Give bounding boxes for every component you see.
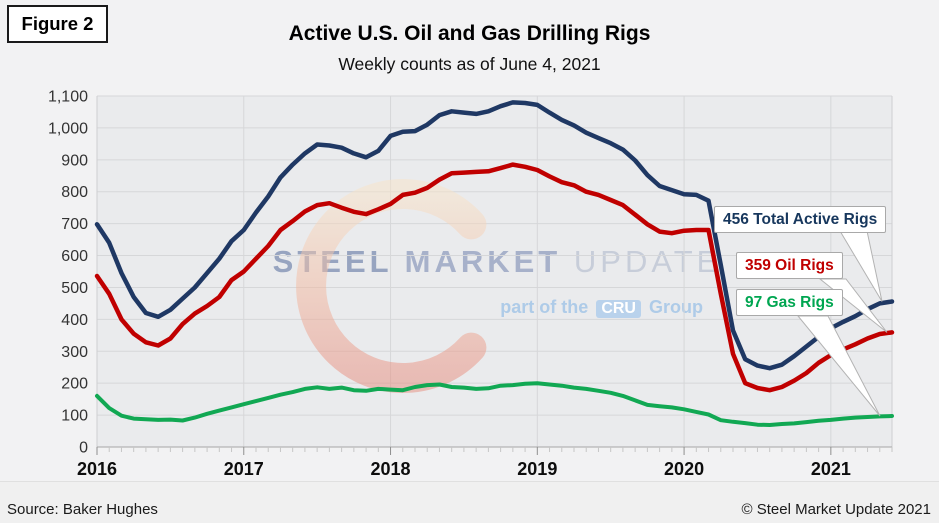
watermark-word-market: MARKET	[404, 244, 562, 279]
x-axis-tick-label: 2017	[224, 459, 264, 479]
y-axis-tick-label: 400	[61, 312, 88, 329]
watermark-word-update: UPDATE	[573, 244, 722, 279]
y-axis-tick-label: 700	[61, 216, 88, 233]
y-axis-tick-label: 100	[61, 408, 88, 425]
y-axis-tick-label: 800	[61, 184, 88, 201]
cru-logo-badge: CRU	[596, 300, 641, 318]
watermark-tagline: part of the CRU Group	[500, 297, 703, 318]
y-axis-tick-label: 900	[61, 152, 88, 169]
data-series-lines	[94, 100, 895, 427]
axis-ticks	[96, 447, 893, 455]
x-axis-tick-label: 2021	[811, 459, 851, 479]
gas-callout-pointer	[796, 315, 881, 417]
watermark-brand-text: STEEL MARKET UPDATE	[273, 244, 722, 280]
footer-strip	[0, 481, 939, 523]
source-credit: Source: Baker Hughes	[7, 501, 158, 518]
watermark-tagline-suffix: Group	[649, 297, 703, 317]
watermark-tagline-prefix: part of the	[500, 297, 589, 317]
callout-oil-rigs: 359 Oil Rigs	[736, 252, 843, 280]
watermark-crescent-icon	[296, 179, 487, 393]
chart-title: Active U.S. Oil and Gas Drilling Rigs	[288, 22, 651, 45]
callout-total-active-rigs: 456 Total Active Rigs	[714, 206, 887, 234]
x-axis-tick-label: 2018	[371, 459, 411, 479]
chart-subtitle: Weekly counts as of June 4, 2021	[338, 54, 601, 74]
x-axis-tick-label: 2020	[664, 459, 704, 479]
y-axis-tick-label: 1,000	[48, 120, 88, 137]
oil-rigs-line	[94, 162, 895, 393]
axis-labels: 0 100 200 300 400 500 600 700 800 900 1,000 1,100 20…	[48, 89, 851, 480]
total-active-rigs-line	[94, 100, 895, 371]
x-axis-tick-label: 2016	[77, 459, 117, 479]
y-axis-tick-label: 0	[79, 440, 88, 457]
gas-rigs-line	[95, 381, 894, 427]
callout-gas-rigs: 97 Gas Rigs	[736, 289, 843, 317]
x-axis-tick-label: 2019	[517, 459, 557, 479]
y-axis-tick-label: 300	[61, 344, 88, 361]
copyright-notice: © Steel Market Update 2021	[741, 501, 932, 518]
y-axis-tick-label: 200	[61, 376, 88, 393]
figure-label: Figure 2	[7, 5, 108, 43]
y-axis-tick-label: 500	[61, 280, 88, 297]
y-axis-tick-label: 600	[61, 248, 88, 265]
y-axis-tick-label: 1,100	[48, 89, 88, 106]
